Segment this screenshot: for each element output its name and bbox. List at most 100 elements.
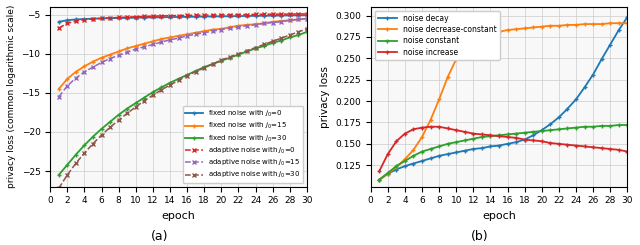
noise decrease-constant xyxy=(435,98,443,101)
noise decay xyxy=(564,107,572,110)
noise increase xyxy=(486,134,494,137)
adaptive noise with $j_0$=0 xyxy=(235,13,243,16)
adaptive noise with $j_0$=30 xyxy=(269,40,276,43)
fixed noise with $j_0$=0 xyxy=(72,18,80,21)
adaptive noise with $j_0$=30 xyxy=(252,46,259,49)
noise decay xyxy=(401,165,409,168)
noise decrease-constant xyxy=(580,23,588,25)
adaptive noise with $j_0$=0 xyxy=(157,14,165,17)
noise decrease-constant xyxy=(392,165,400,168)
noise decay xyxy=(615,29,623,32)
adaptive noise with $j_0$=15 xyxy=(149,43,157,46)
adaptive noise with $j_0$=0 xyxy=(115,16,122,19)
adaptive noise with $j_0$=15 xyxy=(192,33,200,36)
fixed noise with $j_0$=15 xyxy=(149,40,157,43)
noise decay xyxy=(470,147,477,150)
X-axis label: epoch: epoch xyxy=(161,211,195,221)
fixed noise with $j_0$=15 xyxy=(106,53,114,56)
adaptive noise with $j_0$=15 xyxy=(252,24,259,26)
noise increase xyxy=(623,150,631,153)
adaptive noise with $j_0$=30 xyxy=(226,55,234,58)
noise constant xyxy=(589,125,597,128)
noise decay xyxy=(606,43,614,46)
noise decay xyxy=(376,178,383,181)
fixed noise with $j_0$=30 xyxy=(294,34,302,37)
noise decrease-constant xyxy=(384,172,392,175)
noise constant xyxy=(427,147,435,150)
adaptive noise with $j_0$=15 xyxy=(294,18,302,21)
adaptive noise with $j_0$=15 xyxy=(166,38,174,41)
fixed noise with $j_0$=30 xyxy=(115,113,122,116)
adaptive noise with $j_0$=0 xyxy=(226,13,234,16)
noise decay xyxy=(580,86,588,89)
fixed noise with $j_0$=15 xyxy=(303,17,310,20)
fixed noise with $j_0$=0 xyxy=(183,15,191,18)
noise decay xyxy=(598,58,605,61)
noise decay xyxy=(435,154,443,157)
noise increase xyxy=(504,135,511,138)
fixed noise with $j_0$=30 xyxy=(63,163,71,166)
adaptive noise with $j_0$=30 xyxy=(157,88,165,91)
fixed noise with $j_0$=30 xyxy=(286,36,294,39)
noise increase xyxy=(615,148,623,151)
noise decay xyxy=(495,144,503,147)
adaptive noise with $j_0$=30 xyxy=(294,30,302,33)
fixed noise with $j_0$=30 xyxy=(226,56,234,59)
noise decrease-constant xyxy=(504,29,511,32)
noise increase xyxy=(452,129,460,132)
fixed noise with $j_0$=15 xyxy=(260,22,268,25)
adaptive noise with $j_0$=15 xyxy=(269,21,276,24)
adaptive noise with $j_0$=15 xyxy=(81,70,88,73)
fixed noise with $j_0$=30 xyxy=(200,66,208,69)
fixed noise with $j_0$=30 xyxy=(157,86,165,89)
Line: noise increase: noise increase xyxy=(377,125,629,173)
adaptive noise with $j_0$=15 xyxy=(140,45,148,48)
fixed noise with $j_0$=15 xyxy=(132,45,140,48)
noise increase xyxy=(376,170,383,173)
adaptive noise with $j_0$=30 xyxy=(260,43,268,46)
noise increase xyxy=(580,145,588,148)
adaptive noise with $j_0$=0 xyxy=(89,17,97,20)
adaptive noise with $j_0$=0 xyxy=(252,13,259,16)
adaptive noise with $j_0$=30 xyxy=(98,134,106,136)
noise decrease-constant xyxy=(444,76,451,79)
fixed noise with $j_0$=15 xyxy=(115,50,122,53)
adaptive noise with $j_0$=0 xyxy=(124,16,131,19)
fixed noise with $j_0$=15 xyxy=(89,60,97,63)
adaptive noise with $j_0$=30 xyxy=(55,187,63,190)
noise constant xyxy=(504,133,511,136)
noise decrease-constant xyxy=(401,158,409,161)
adaptive noise with $j_0$=0 xyxy=(303,12,310,15)
adaptive noise with $j_0$=15 xyxy=(209,30,216,33)
noise constant xyxy=(572,126,580,129)
noise decay xyxy=(392,168,400,171)
adaptive noise with $j_0$=15 xyxy=(235,26,243,29)
adaptive noise with $j_0$=15 xyxy=(218,28,225,31)
noise constant xyxy=(384,172,392,174)
fixed noise with $j_0$=15 xyxy=(218,27,225,30)
noise constant xyxy=(410,154,417,157)
noise decay xyxy=(427,157,435,160)
adaptive noise with $j_0$=15 xyxy=(226,26,234,29)
fixed noise with $j_0$=0 xyxy=(124,16,131,19)
fixed noise with $j_0$=15 xyxy=(243,24,251,26)
adaptive noise with $j_0$=0 xyxy=(106,16,114,19)
fixed noise with $j_0$=30 xyxy=(81,144,88,147)
adaptive noise with $j_0$=30 xyxy=(243,49,251,52)
adaptive noise with $j_0$=15 xyxy=(106,57,114,60)
fixed noise with $j_0$=0 xyxy=(115,17,122,20)
adaptive noise with $j_0$=0 xyxy=(98,17,106,20)
noise decrease-constant xyxy=(495,30,503,33)
fixed noise with $j_0$=0 xyxy=(140,16,148,19)
adaptive noise with $j_0$=15 xyxy=(132,48,140,51)
noise constant xyxy=(461,139,468,142)
Text: (a): (a) xyxy=(151,230,169,243)
adaptive noise with $j_0$=0 xyxy=(192,14,200,17)
noise decrease-constant xyxy=(452,58,460,61)
noise increase xyxy=(495,135,503,138)
fixed noise with $j_0$=30 xyxy=(140,96,148,99)
noise decrease-constant xyxy=(427,118,435,121)
adaptive noise with $j_0$=0 xyxy=(63,22,71,25)
fixed noise with $j_0$=30 xyxy=(166,81,174,84)
noise decay xyxy=(384,172,392,175)
